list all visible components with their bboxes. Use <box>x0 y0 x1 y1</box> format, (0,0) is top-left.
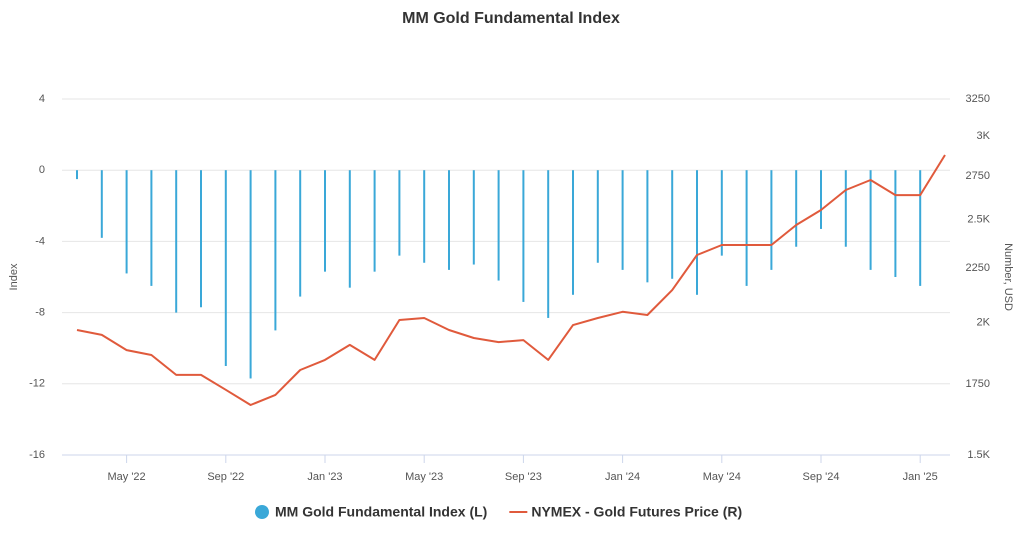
bar <box>472 170 475 265</box>
bar <box>348 170 351 288</box>
bar <box>224 170 227 366</box>
y2-tick-label: 3250 <box>966 93 990 105</box>
bar <box>720 170 723 256</box>
x-tick-label: Jan '25 <box>903 471 938 483</box>
bar <box>869 170 872 270</box>
y-tick-label: 0 <box>39 164 45 176</box>
bar <box>522 170 525 302</box>
y2-tick-label: 2.5K <box>967 214 990 226</box>
y2-tick-label: 1750 <box>966 378 990 390</box>
x-tick-label: May '23 <box>405 471 443 483</box>
x-tick-label: Sep '22 <box>207 471 244 483</box>
y2-tick-label: 2750 <box>966 170 990 182</box>
bar <box>373 170 376 272</box>
bar <box>894 170 897 277</box>
bar <box>150 170 153 286</box>
y2-tick-label: 2250 <box>966 262 990 274</box>
y2-tick-label: 2K <box>977 316 991 328</box>
bar <box>919 170 922 286</box>
bar <box>844 170 847 247</box>
y2-tick-label: 3K <box>977 130 991 142</box>
bar <box>100 170 103 238</box>
price-line <box>76 154 946 406</box>
bar <box>398 170 401 256</box>
x-tick-label: May '24 <box>703 471 741 483</box>
bar <box>200 170 202 308</box>
x-tick-label: Jan '23 <box>307 471 342 483</box>
bar <box>249 170 252 379</box>
bar <box>696 170 698 295</box>
bar <box>423 170 426 263</box>
bar <box>621 170 624 270</box>
bar <box>274 170 277 331</box>
legend-label: MM Gold Fundamental Index (L) <box>275 504 487 520</box>
bar <box>497 170 500 281</box>
legend-marker <box>255 505 269 519</box>
legend-label: NYMEX - Gold Futures Price (R) <box>531 504 742 520</box>
x-tick-label: Sep '23 <box>505 471 542 483</box>
bar <box>596 170 599 263</box>
y-tick-label: 4 <box>39 93 45 105</box>
x-tick-label: Sep '24 <box>803 471 840 483</box>
bar <box>547 170 550 318</box>
bar <box>572 170 574 295</box>
bar <box>795 170 798 247</box>
y-axis-label: Index <box>8 263 20 290</box>
bar <box>299 170 302 297</box>
bar <box>646 170 649 283</box>
bar <box>745 170 748 286</box>
x-tick-label: May '22 <box>108 471 146 483</box>
bar <box>671 170 674 279</box>
y2-axis-label: Number, USD <box>1002 243 1014 311</box>
bar <box>175 170 178 313</box>
bar <box>770 170 773 270</box>
bar <box>324 170 326 272</box>
y-tick-label: -4 <box>35 235 45 247</box>
bar <box>820 170 822 229</box>
y2-tick-label: 1.5K <box>967 449 990 461</box>
y-tick-label: -16 <box>29 449 45 461</box>
y-tick-label: -12 <box>29 378 45 390</box>
bar <box>448 170 450 270</box>
x-tick-label: Jan '24 <box>605 471 640 483</box>
chart-title: MM Gold Fundamental Index <box>402 10 620 27</box>
y-tick-label: -8 <box>35 307 45 319</box>
bar <box>125 170 128 274</box>
bar <box>76 170 78 180</box>
